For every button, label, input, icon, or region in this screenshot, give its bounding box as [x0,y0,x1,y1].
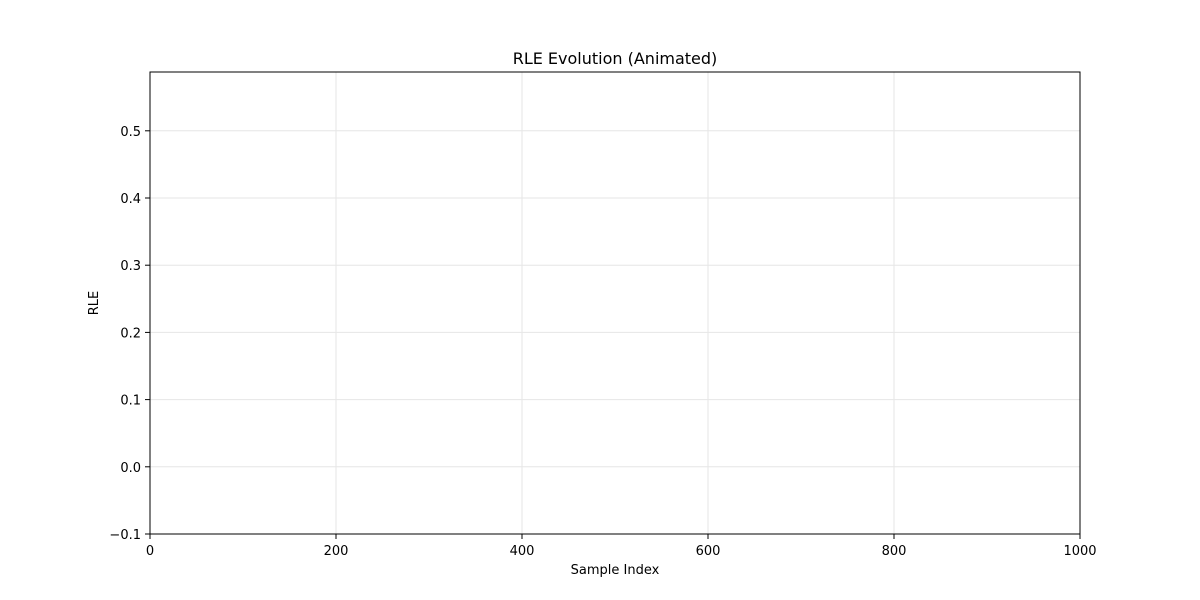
plot-frame [149,71,1081,535]
chart-title: RLE Evolution (Animated) [513,49,718,68]
x-tick-label: 600 [696,544,721,559]
y-tick-label: −0.1 [109,528,141,543]
y-tick-label: 0.3 [120,259,141,274]
x-tick-label: 400 [510,544,535,559]
y-tick-label: 0.2 [120,326,141,341]
x-axis-label: Sample Index [571,563,660,578]
grid-layer [149,72,1081,535]
x-tick-label: 200 [324,544,349,559]
y-tick-label: 0.4 [120,192,141,207]
y-tick-label: 0.0 [120,461,141,476]
x-tick-label: 800 [882,544,907,559]
y-axis-ticks: −0.1 0.0 0.1 0.2 0.3 0.4 0.5 [109,125,150,543]
y-tick-label: 0.5 [120,125,141,140]
y-axis-label: RLE [87,291,102,316]
y-tick-label: 0.1 [120,394,141,409]
x-axis-ticks: 0 200 400 600 800 1000 [146,534,1097,559]
x-tick-label: 1000 [1063,544,1096,559]
x-tick-label: 0 [146,544,154,559]
